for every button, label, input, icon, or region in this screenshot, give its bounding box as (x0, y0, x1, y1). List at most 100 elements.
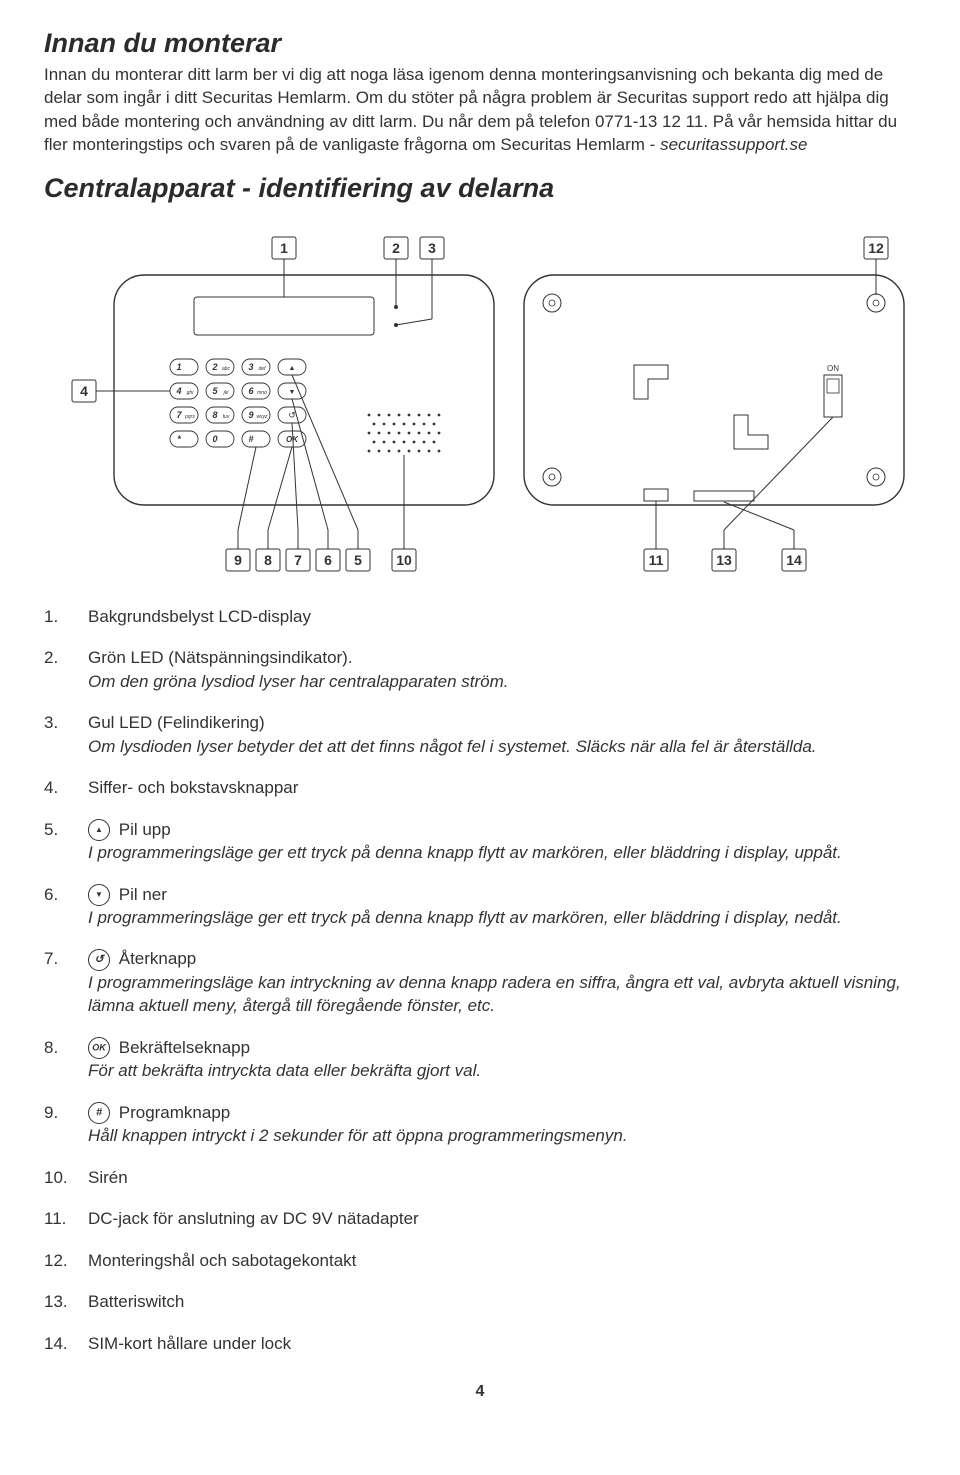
legend-item: 14. SIM-kort hållare under lock (44, 1332, 916, 1355)
legend-item-title: SIM-kort hållare under lock (88, 1334, 291, 1353)
legend-item-body: DC-jack för anslutning av DC 9V nätadapt… (88, 1207, 916, 1230)
keypad-key: 6mno (242, 383, 270, 399)
callout-box: 3 (420, 237, 444, 259)
svg-text:▲: ▲ (289, 365, 296, 372)
hash-icon: # (88, 1102, 110, 1124)
svg-text:*: * (177, 434, 181, 444)
svg-text:11: 11 (649, 552, 664, 568)
down-icon: ▼ (88, 884, 110, 906)
keypad-key: 4ghi (170, 383, 198, 399)
keypad-key: 8 tuv (206, 407, 234, 423)
svg-text:↺: ↺ (288, 410, 296, 420)
legend-item-number: 10. (44, 1166, 70, 1189)
legend-item-body: SIM-kort hållare under lock (88, 1332, 916, 1355)
svg-text:0: 0 (212, 434, 217, 444)
legend-item-title: Bakgrundsbelyst LCD-display (88, 607, 311, 626)
legend-item-title: Gul LED (Felindikering) (88, 713, 265, 732)
svg-text:2: 2 (392, 240, 400, 256)
legend-item-body: OK Bekräftelseknapp För att bekräfta intr… (88, 1036, 916, 1083)
keypad-key: 5jkl (206, 383, 234, 399)
legend-item-title: Pil upp (119, 820, 171, 839)
legend-item: 8. OK Bekräftelseknapp För att bekräfta in… (44, 1036, 916, 1083)
legend-item-number: 13. (44, 1290, 70, 1313)
legend-item-body: Bakgrundsbelyst LCD-display (88, 605, 916, 628)
legend-item-body: Monteringshål och sabotagekontakt (88, 1249, 916, 1272)
legend-item-number: 8. (44, 1036, 70, 1083)
svg-text:10: 10 (396, 552, 412, 568)
legend-item-title: DC-jack för anslutning av DC 9V nätadapt… (88, 1209, 419, 1228)
svg-text:8: 8 (212, 410, 217, 420)
legend-item-desc: I programmeringsläge ger ett tryck på de… (88, 843, 842, 862)
svg-text:ON: ON (827, 364, 839, 373)
svg-text:3: 3 (428, 240, 436, 256)
intro-paragraph: Innan du monterar ditt larm ber vi dig a… (44, 63, 916, 157)
legend-item-body: ▲ Pil upp I programmeringsläge ger ett tr… (88, 818, 916, 865)
svg-text:ghi: ghi (187, 390, 195, 396)
legend-item: 9.# ProgramknappHåll knappen intryckt i … (44, 1101, 916, 1148)
callout-box: 2 (384, 237, 408, 259)
legend-item: 7.↺ ÅterknappI programmeringsläge kan in… (44, 947, 916, 1017)
svg-text:#: # (248, 434, 253, 444)
legend-item-number: 11. (44, 1207, 70, 1230)
legend-item-desc: I programmeringsläge ger ett tryck på de… (88, 908, 842, 927)
callout-box: 7 (286, 549, 310, 571)
callout-box: 6 (316, 549, 340, 571)
svg-text:def: def (259, 366, 267, 372)
legend-item-number: 6. (44, 883, 70, 930)
legend-item-body: Gul LED (Felindikering)Om lysdioden lyse… (88, 711, 916, 758)
keypad-key: # (242, 431, 270, 447)
up-icon: ▲ (88, 819, 110, 841)
legend-item-body: Grön LED (Nätspänningsindikator). Om den … (88, 646, 916, 693)
legend-item-title: Monteringshål och sabotagekontakt (88, 1251, 356, 1270)
legend-item-title: Siffer- och bokstavsknappar (88, 778, 298, 797)
svg-text:14: 14 (786, 552, 802, 568)
svg-text:9: 9 (248, 410, 253, 420)
legend-item: 2.Grön LED (Nätspänningsindikator).Om de… (44, 646, 916, 693)
callout-box: 5 (346, 549, 370, 571)
legend-item-body: Batteriswitch (88, 1290, 916, 1313)
legend-item-title: Återknapp (119, 949, 197, 968)
keypad-key: 9wxyz (242, 407, 270, 423)
legend-item: 11. DC-jack för anslutning av DC 9V nätad… (44, 1207, 916, 1230)
keypad-key: 3 def (242, 359, 270, 375)
keypad-key: 7pqrs (170, 407, 198, 423)
legend-item-title: Batteriswitch (88, 1292, 184, 1311)
reset-icon: ↺ (88, 949, 110, 971)
legend-list: 1.Bakgrundsbelyst LCD-display 2.Grön LED … (44, 605, 916, 1355)
legend-item-desc: För att bekräfta intryckta data eller be… (88, 1061, 481, 1080)
legend-item-desc: Om den gröna lysdiod lyser har centralap… (88, 672, 508, 691)
ok-icon: OK (88, 1037, 110, 1059)
svg-text:6: 6 (324, 552, 332, 568)
svg-text:tuv: tuv (223, 414, 230, 420)
keypad-key: ▲ (278, 359, 306, 375)
svg-text:wxyz: wxyz (256, 414, 268, 420)
legend-item-title: Pil ner (119, 885, 167, 904)
legend-item-title: Bekräftelseknapp (119, 1038, 250, 1057)
legend-item-body: ↺ ÅterknappI programmeringsläge kan intr… (88, 947, 916, 1017)
legend-item-number: 12. (44, 1249, 70, 1272)
svg-text:4: 4 (80, 383, 88, 399)
legend-item-number: 5. (44, 818, 70, 865)
legend-item-title: Programknapp (119, 1103, 231, 1122)
legend-item: 6. ▼ Pil ner I programmeringsläge ger ett … (44, 883, 916, 930)
legend-item: 1.Bakgrundsbelyst LCD-display (44, 605, 916, 628)
svg-text:1: 1 (176, 362, 181, 372)
svg-text:3: 3 (248, 362, 253, 372)
legend-item-body: Siffer- och bokstavsknappar (88, 776, 916, 799)
svg-text:abc: abc (222, 366, 231, 372)
section2-heading: Centralapparat - identifiering av delarn… (44, 173, 916, 204)
svg-text:8: 8 (264, 552, 272, 568)
legend-item: 12. Monteringshål och sabotagekontakt (44, 1249, 916, 1272)
legend-item-body: # ProgramknappHåll knappen intryckt i 2 … (88, 1101, 916, 1148)
keypad-key: 0 (206, 431, 234, 447)
svg-text:mno: mno (257, 390, 267, 396)
svg-text:5: 5 (354, 552, 362, 568)
keypad-key: 2abc (206, 359, 234, 375)
keypad-key: 1 (170, 359, 198, 375)
legend-item-number: 14. (44, 1332, 70, 1355)
legend-item-title: Grön LED (Nätspänningsindikator). (88, 648, 353, 667)
keypad-key: * (170, 431, 198, 447)
legend-item: 5. ▲ Pil upp I programmeringsläge ger ett … (44, 818, 916, 865)
legend-item: 10.Sirén (44, 1166, 916, 1189)
callout-box: 10 (392, 549, 416, 571)
